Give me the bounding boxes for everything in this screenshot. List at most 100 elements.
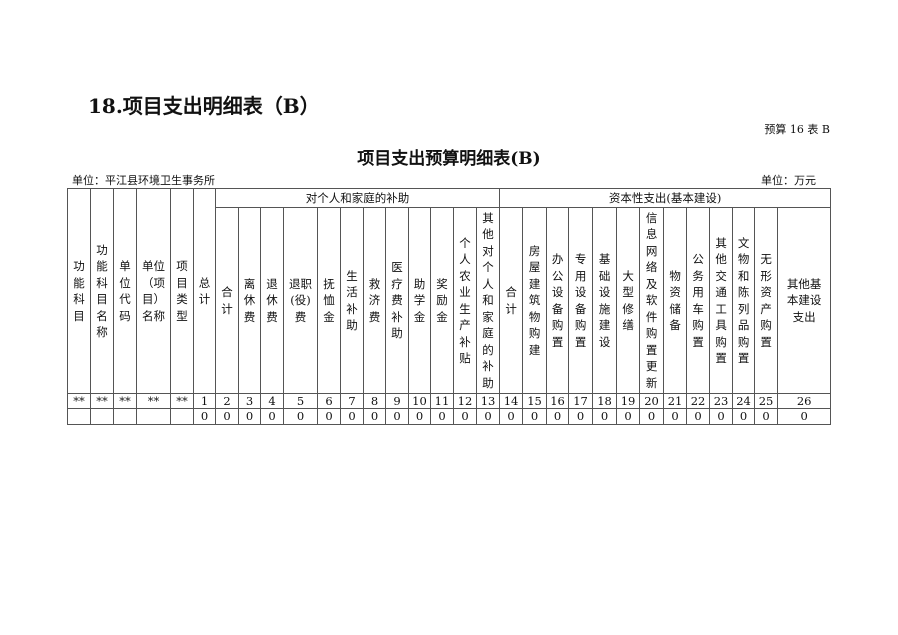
column-header: 抚 恤 金 bbox=[317, 207, 341, 394]
column-number: 13 bbox=[475, 393, 501, 409]
table-cell: 0 bbox=[546, 408, 570, 425]
table-cell: 0 bbox=[709, 408, 734, 425]
column-header: 医 疗 费 补 助 bbox=[385, 207, 409, 394]
column-header: 其他基 本建设 支出 bbox=[777, 207, 832, 394]
column-number: 5 bbox=[283, 393, 318, 409]
column-number: 22 bbox=[686, 393, 711, 409]
column-number: ** bbox=[113, 393, 137, 409]
column-header: 功 能 科 目 bbox=[67, 188, 91, 394]
table-cell: 0 bbox=[317, 408, 341, 425]
table-cell: 0 bbox=[193, 408, 216, 425]
column-header: 助 学 金 bbox=[408, 207, 431, 394]
column-header: 救 济 费 bbox=[363, 207, 386, 394]
group-header-household-subsidy: 对个人和家庭的补助 bbox=[214, 188, 501, 208]
column-number: ** bbox=[136, 393, 171, 409]
column-header: 奖 励 金 bbox=[430, 207, 454, 394]
column-number: 20 bbox=[639, 393, 665, 409]
table-cell: 0 bbox=[777, 408, 832, 425]
column-header: 专 用 设 备 购 置 bbox=[568, 207, 594, 394]
column-header: 无 形 资 产 购 置 bbox=[754, 207, 779, 394]
column-number: ** bbox=[90, 393, 114, 409]
table-cell: 0 bbox=[499, 408, 524, 425]
table-cell: 0 bbox=[430, 408, 454, 425]
column-header: 其 他 对 个 人 和 家 庭 的 补 助 bbox=[475, 207, 501, 394]
column-header: 办 公 设 备 购 置 bbox=[546, 207, 570, 394]
table-cell: 0 bbox=[238, 408, 261, 425]
column-number: 24 bbox=[732, 393, 756, 409]
table-number: 预算 16 表 B bbox=[764, 123, 830, 136]
page-title: 项目支出预算明细表(B) bbox=[357, 149, 541, 169]
table-cell bbox=[113, 408, 137, 425]
column-header: 总 计 bbox=[193, 188, 216, 394]
table-cell bbox=[170, 408, 194, 425]
table-cell: 0 bbox=[215, 408, 239, 425]
column-number: 1 bbox=[193, 393, 216, 409]
column-header: 单 位 代 码 bbox=[113, 188, 137, 394]
column-header: 项 目 类 型 bbox=[170, 188, 194, 394]
column-number: 2 bbox=[215, 393, 239, 409]
subheader-row: 合 计离 休 费退 休 费退职 (役) 费抚 恤 金生 活 补 助救 济 费医 … bbox=[68, 207, 832, 394]
column-header: 个 人 农 业 生 产 补 贴 bbox=[453, 207, 477, 394]
column-number: 19 bbox=[616, 393, 641, 409]
table-cell bbox=[90, 408, 114, 425]
column-header: 房 屋 建 筑 物 购 建 bbox=[522, 207, 548, 394]
table-cell: 0 bbox=[260, 408, 284, 425]
column-number: 10 bbox=[408, 393, 431, 409]
column-number: 15 bbox=[522, 393, 548, 409]
column-number: 11 bbox=[430, 393, 454, 409]
column-number: ** bbox=[170, 393, 194, 409]
column-number: 4 bbox=[260, 393, 284, 409]
table-cell: 0 bbox=[686, 408, 711, 425]
column-header: 退 休 费 bbox=[260, 207, 284, 394]
column-number: 8 bbox=[363, 393, 386, 409]
header-row: 功 能 科 目功 能 科 目 名 称单 位 代 码单位 （项 目） 名称项 目 … bbox=[67, 188, 832, 394]
column-number: ** bbox=[67, 393, 91, 409]
table-cell: 0 bbox=[363, 408, 386, 425]
table-cell bbox=[67, 408, 91, 425]
column-header: 合 计 bbox=[499, 207, 524, 394]
column-number: 16 bbox=[546, 393, 570, 409]
table-cell: 0 bbox=[732, 408, 756, 425]
column-header: 其 他 交 通 工 具 购 置 bbox=[709, 207, 734, 394]
column-number: 18 bbox=[592, 393, 618, 409]
table-cell bbox=[136, 408, 171, 425]
column-number: 9 bbox=[385, 393, 409, 409]
column-header: 生 活 补 助 bbox=[340, 207, 364, 394]
column-number: 7 bbox=[340, 393, 364, 409]
table-cell: 0 bbox=[522, 408, 548, 425]
group-header-capital-expenditure: 资本性支出(基本建设) bbox=[499, 188, 832, 208]
table-cell: 0 bbox=[568, 408, 594, 425]
table-cell: 0 bbox=[754, 408, 779, 425]
column-header: 功 能 科 目 名 称 bbox=[90, 188, 114, 394]
column-number: 14 bbox=[499, 393, 524, 409]
column-header: 文 物 和 陈 列 品 购 置 bbox=[732, 207, 756, 394]
column-header: 信 息 网 络 及 软 件 购 置 更 新 bbox=[639, 207, 665, 394]
expenditure-table: 功 能 科 目功 能 科 目 名 称单 位 代 码单位 （项 目） 名称项 目 … bbox=[67, 188, 832, 425]
unit-currency: 单位：万元 bbox=[761, 174, 816, 187]
column-number: 12 bbox=[453, 393, 477, 409]
column-header: 合 计 bbox=[215, 207, 239, 394]
table-cell: 0 bbox=[408, 408, 431, 425]
column-number: 6 bbox=[317, 393, 341, 409]
column-header: 物 资 储 备 bbox=[663, 207, 688, 394]
column-number: 26 bbox=[777, 393, 832, 409]
table-cell: 0 bbox=[663, 408, 688, 425]
table-cell: 0 bbox=[283, 408, 318, 425]
column-number: 25 bbox=[754, 393, 779, 409]
column-number-row: ** ** ** ** ** 1 2 3 4 5 6 7 8 9 10 11 12 13 14 15 16 17 18 19 2… bbox=[67, 393, 832, 409]
unit-organization: 单位：平江县环境卫生事务所 bbox=[72, 174, 215, 187]
column-header: 离 休 费 bbox=[238, 207, 261, 394]
column-header: 基 础 设 施 建 设 bbox=[592, 207, 618, 394]
column-header: 公 务 用 车 购 置 bbox=[686, 207, 711, 394]
column-number: 17 bbox=[568, 393, 594, 409]
table-cell: 0 bbox=[385, 408, 409, 425]
column-header: 大 型 修 缮 bbox=[616, 207, 641, 394]
table-cell: 0 bbox=[475, 408, 501, 425]
section-title: 18.项目支出明细表（B） bbox=[88, 94, 320, 118]
table-cell: 0 bbox=[592, 408, 618, 425]
column-number: 23 bbox=[709, 393, 734, 409]
column-header: 退职 (役) 费 bbox=[283, 207, 318, 394]
table-cell: 0 bbox=[639, 408, 665, 425]
column-number: 21 bbox=[663, 393, 688, 409]
